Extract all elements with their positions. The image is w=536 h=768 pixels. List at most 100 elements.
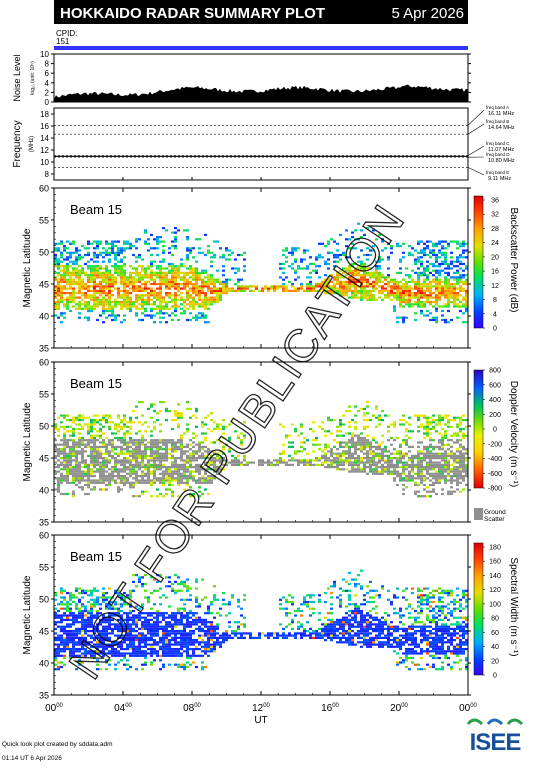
data-cell	[387, 290, 390, 292]
data-cell	[72, 270, 75, 272]
data-cell	[417, 462, 420, 464]
data-cell	[420, 466, 423, 468]
data-cell	[111, 252, 114, 254]
data-cell	[150, 317, 153, 319]
data-cell	[63, 599, 66, 601]
data-cell	[324, 462, 327, 464]
data-cell	[153, 272, 156, 274]
data-cell	[405, 477, 408, 479]
data-cell	[204, 276, 207, 278]
data-cell	[414, 249, 417, 251]
data-cell	[222, 292, 225, 294]
data-cell	[75, 267, 78, 269]
data-cell	[57, 290, 60, 292]
data-cell	[462, 432, 465, 434]
data-cell	[429, 297, 432, 299]
colorbar-tick-label: 200	[489, 412, 501, 419]
data-cell	[102, 441, 105, 443]
data-cell	[150, 283, 153, 285]
data-cell	[96, 459, 99, 461]
data-cell	[117, 294, 120, 296]
data-cell	[459, 288, 462, 290]
data-cell	[405, 317, 408, 319]
data-cell	[456, 441, 459, 443]
data-cell	[363, 415, 366, 417]
data-cell	[114, 314, 117, 316]
data-cell	[195, 290, 198, 292]
data-cell	[423, 303, 426, 305]
data-cell	[204, 283, 207, 285]
data-cell	[423, 457, 426, 459]
data-cell	[444, 285, 447, 287]
data-cell	[135, 652, 138, 654]
data-cell	[414, 283, 417, 285]
data-cell	[123, 448, 126, 450]
data-cell	[435, 281, 438, 283]
data-cell	[114, 245, 117, 247]
data-cell	[111, 281, 114, 283]
data-cell	[69, 265, 72, 267]
data-cell	[159, 274, 162, 276]
data-cell	[372, 297, 375, 299]
data-cell	[66, 493, 69, 495]
data-cell	[75, 473, 78, 475]
data-cell	[114, 301, 117, 303]
data-cell	[339, 453, 342, 455]
data-cell	[222, 283, 225, 285]
data-cell	[432, 457, 435, 459]
data-cell	[417, 473, 420, 475]
data-cell	[156, 236, 159, 238]
data-cell	[189, 303, 192, 305]
data-cell	[102, 446, 105, 448]
data-cell	[156, 247, 159, 249]
data-cell	[165, 292, 168, 294]
data-cell	[123, 482, 126, 484]
data-cell	[378, 462, 381, 464]
data-cell	[441, 292, 444, 294]
data-cell	[135, 455, 138, 457]
data-cell	[414, 312, 417, 314]
data-cell	[453, 468, 456, 470]
data-cell	[396, 288, 399, 290]
data-cell	[123, 276, 126, 278]
data-cell	[426, 247, 429, 249]
data-cell	[150, 292, 153, 294]
frequency-band-name: freq band B	[486, 119, 509, 124]
data-cell	[180, 299, 183, 301]
data-cell	[138, 274, 141, 276]
data-cell	[354, 406, 357, 408]
data-cell	[66, 263, 69, 265]
data-cell	[114, 468, 117, 470]
data-cell	[111, 477, 114, 479]
data-cell	[126, 305, 129, 307]
data-cell	[180, 444, 183, 446]
data-cell	[210, 261, 213, 263]
data-cell	[180, 412, 183, 414]
data-cell	[147, 294, 150, 296]
data-cell	[117, 488, 120, 490]
data-cell	[420, 471, 423, 473]
data-cell	[69, 252, 72, 254]
data-cell	[174, 410, 177, 412]
data-cell	[105, 419, 108, 421]
data-cell	[126, 301, 129, 303]
data-cell	[132, 439, 135, 441]
data-cell	[396, 283, 399, 285]
data-cell	[444, 423, 447, 425]
data-cell	[432, 455, 435, 457]
data-cell	[72, 450, 75, 452]
data-cell	[81, 596, 84, 598]
data-cell	[216, 297, 219, 299]
data-cell	[429, 450, 432, 452]
data-cell	[186, 401, 189, 403]
data-cell	[102, 482, 105, 484]
data-cell	[132, 410, 135, 412]
data-cell	[87, 294, 90, 296]
data-cell	[423, 428, 426, 430]
data-cell	[417, 484, 420, 486]
data-cell	[84, 605, 87, 607]
data-cell	[174, 446, 177, 448]
data-cell	[351, 464, 354, 466]
data-cell	[108, 462, 111, 464]
data-cell	[105, 437, 108, 439]
